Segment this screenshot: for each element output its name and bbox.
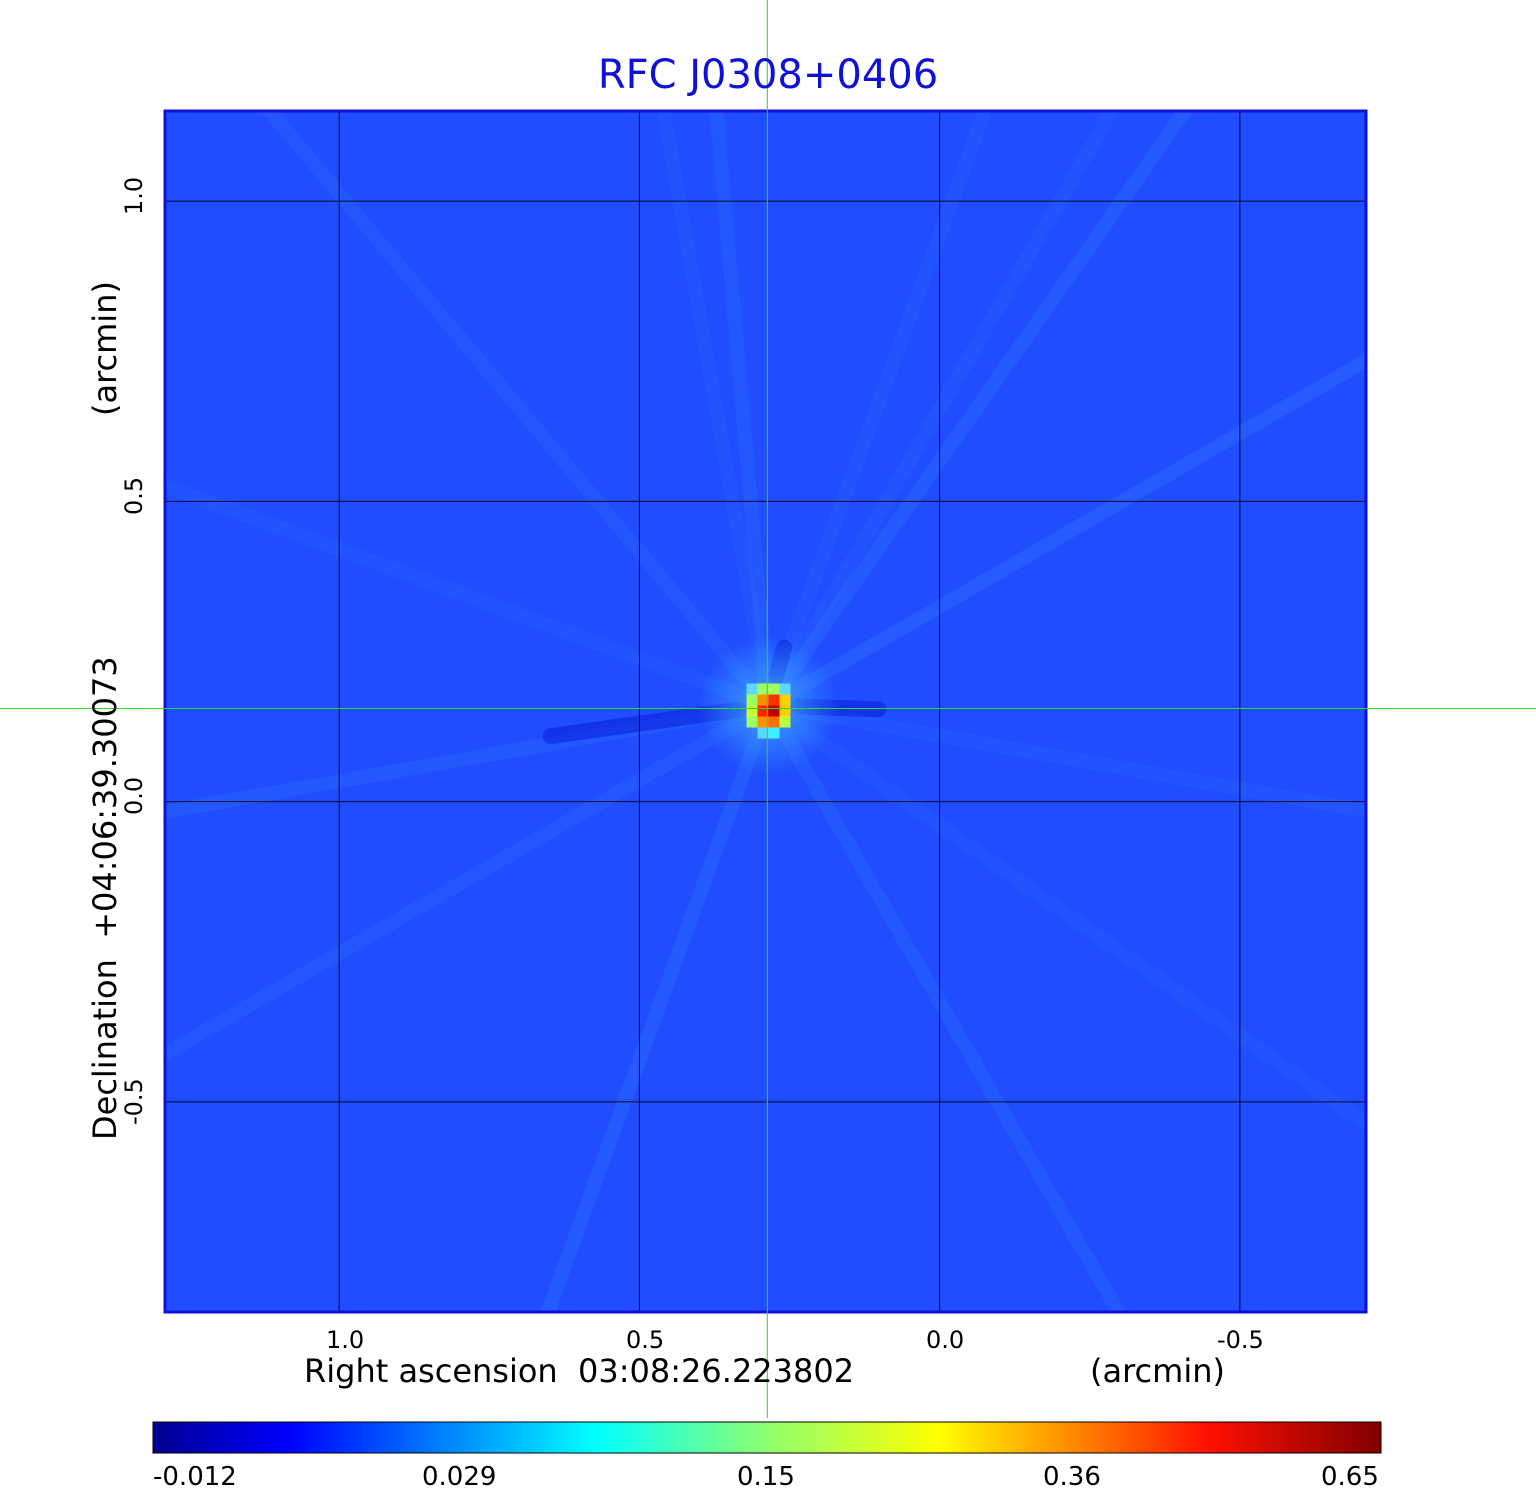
x-tick-label: 0.5 (626, 1326, 665, 1354)
colorbar-tick-label: 0.65 (1321, 1462, 1379, 1492)
source-pixel (779, 694, 791, 706)
source-pixel (768, 705, 780, 717)
colorbar-tick-label: 0.15 (737, 1462, 795, 1492)
source-pixel (746, 705, 758, 717)
source-pixel (746, 694, 758, 706)
image-streak (656, 111, 776, 707)
y-axis-label: Declination +04:06:39.30073 (86, 656, 124, 1140)
image-streak (709, 111, 776, 707)
source-pixel (757, 727, 769, 739)
x-axis-unit: (arcmin) (1090, 1352, 1225, 1390)
image-streak (762, 701, 1127, 1312)
image-streak (761, 111, 993, 708)
image-streak (260, 111, 774, 710)
colorbar (152, 1421, 1382, 1454)
image-streak (762, 111, 1120, 709)
y-tick-label: 0.5 (120, 476, 148, 515)
source-pixel (757, 694, 769, 706)
x-tick-label: 0.0 (926, 1326, 965, 1354)
y-tick-label: -0.5 (120, 1078, 148, 1125)
image-streak (540, 703, 776, 1312)
y-axis-unit: (arcmin) (86, 281, 124, 416)
image-streak (765, 352, 1366, 712)
source-pixel (757, 716, 769, 728)
image-streak (165, 699, 773, 1063)
source-pixel (779, 716, 791, 728)
plot-frame (163, 109, 1368, 1314)
chart-title: RFC J0308+0406 (597, 52, 939, 98)
source-pixel (746, 716, 758, 728)
x-tick-label: -0.5 (1217, 1326, 1264, 1354)
image-streak (764, 699, 1366, 1133)
colorbar-tick-label: 0.36 (1043, 1462, 1101, 1492)
source-pixel (746, 683, 758, 695)
source-pixel (768, 683, 780, 695)
grid-lines (165, 111, 1366, 1312)
source-pixel (768, 694, 780, 706)
y-tick-label: 1.0 (120, 176, 148, 215)
source-pixel (757, 705, 769, 717)
y-tick-label: 0.0 (120, 776, 148, 815)
crosshair (0, 0, 1536, 1418)
colorbar-tick-label: -0.012 (153, 1462, 237, 1492)
colorbar-tick-label: 0.029 (422, 1462, 497, 1492)
image-streak (165, 478, 771, 713)
image-streak (762, 111, 1194, 710)
source-pixel (768, 716, 780, 728)
source-pixel (779, 705, 791, 717)
x-axis-label: Right ascension 03:08:26.223802 (304, 1352, 855, 1390)
source-pixel (779, 683, 791, 695)
x-tick-label: 1.0 (326, 1326, 365, 1354)
image-streak (767, 698, 1366, 818)
image-streak (765, 352, 1366, 712)
source-pixel (757, 683, 769, 695)
source-pixel (768, 727, 780, 739)
